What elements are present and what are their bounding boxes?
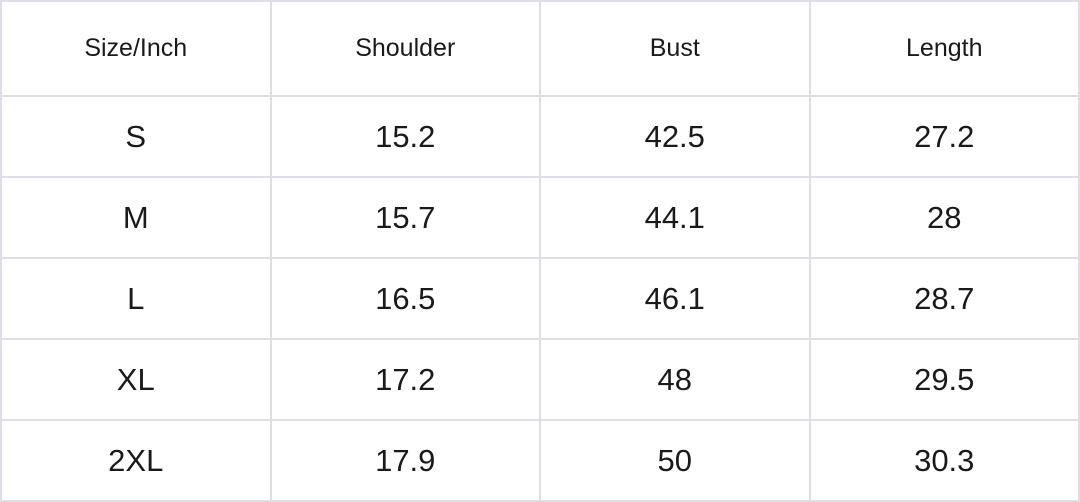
cell-shoulder: 16.5	[269, 257, 541, 340]
table-row: L 16.5 46.1 28.7	[0, 257, 1080, 340]
header-size: Size/Inch	[0, 0, 272, 97]
cell-bust: 44.1	[539, 176, 811, 259]
header-row: Size/Inch Shoulder Bust Length	[0, 0, 1080, 97]
header-bust: Bust	[539, 0, 811, 97]
header-shoulder: Shoulder	[269, 0, 541, 97]
table-row: 2XL 17.9 50 30.3	[0, 419, 1080, 502]
cell-size: L	[0, 257, 272, 340]
cell-length: 29.5	[808, 338, 1080, 421]
cell-bust: 46.1	[539, 257, 811, 340]
table-row: M 15.7 44.1 28	[0, 176, 1080, 259]
cell-bust: 48	[539, 338, 811, 421]
cell-size: 2XL	[0, 419, 272, 502]
cell-size: M	[0, 176, 272, 259]
cell-shoulder: 15.7	[269, 176, 541, 259]
cell-length: 27.2	[808, 95, 1080, 178]
cell-shoulder: 17.9	[269, 419, 541, 502]
cell-shoulder: 17.2	[269, 338, 541, 421]
cell-size: S	[0, 95, 272, 178]
cell-length: 30.3	[808, 419, 1080, 502]
cell-size: XL	[0, 338, 272, 421]
cell-bust: 50	[539, 419, 811, 502]
cell-length: 28.7	[808, 257, 1080, 340]
header-length: Length	[808, 0, 1080, 97]
cell-length: 28	[808, 176, 1080, 259]
table-row: S 15.2 42.5 27.2	[0, 95, 1080, 178]
cell-bust: 42.5	[539, 95, 811, 178]
table-row: XL 17.2 48 29.5	[0, 338, 1080, 421]
cell-shoulder: 15.2	[269, 95, 541, 178]
